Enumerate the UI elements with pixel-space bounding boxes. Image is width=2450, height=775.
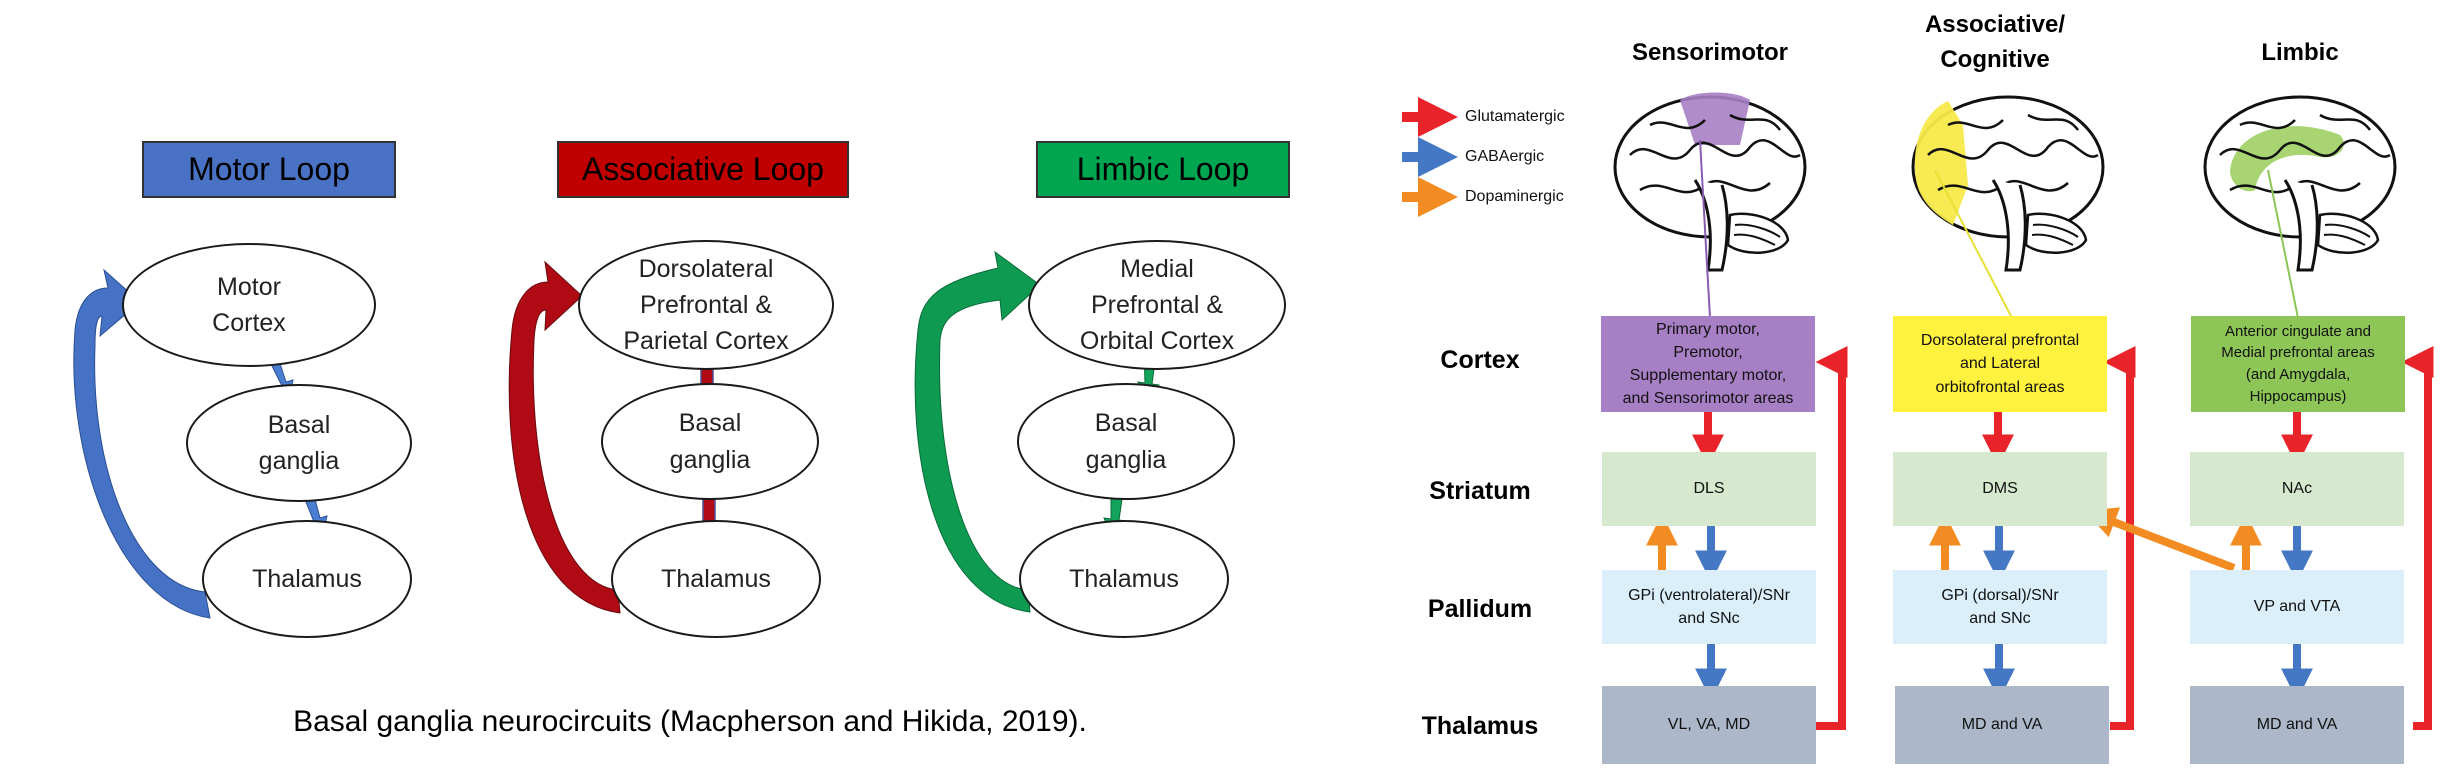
legend-arrows [1402, 97, 1458, 217]
sensorimotor-cortex-box: Primary motor, Premotor, Supplementary m… [1601, 316, 1815, 412]
limbic-striatum-box: NAc [2190, 452, 2404, 526]
sensorimotor-thalamus-box: VL, VA, MD [1602, 686, 1816, 764]
brain-limbic-icon [2203, 95, 2397, 272]
associative-pallidum-box: GPi (dorsal)/SNr and SNc [1893, 570, 2107, 644]
limbic-thalamus-node: Thalamus [1019, 520, 1229, 638]
motor-loop-feedback-arrow [73, 268, 211, 619]
sensorimotor-striatum-box: DLS [1602, 452, 1816, 526]
brain-sensorimotor-icon [1613, 92, 1807, 272]
row-label-striatum: Striatum [1429, 477, 1531, 505]
motor-thalamus-node: Thalamus [202, 520, 412, 638]
associative-thalamus-box: MD and VA [1895, 686, 2109, 764]
row-label-cortex: Cortex [1440, 346, 1520, 374]
motor-cortex-node: Motor Cortex [122, 243, 376, 367]
associative-cortex-node: Dorsolateral Prefrontal & Parietal Corte… [578, 240, 834, 370]
pathway-arrows [1646, 346, 2434, 730]
row-label-pallidum: Pallidum [1427, 595, 1533, 623]
associative-loop-feedback-arrow [508, 260, 621, 614]
sensorimotor-connector-line [1699, 139, 1711, 319]
column-title-associative: Associative/ Cognitive [1924, 11, 2066, 73]
row-label-thalamus: Thalamus [1421, 712, 1539, 740]
limbic-loop-feedback-arrow [914, 250, 1041, 613]
sensorimotor-pallidum-box: GPi (ventrolateral)/SNr and SNc [1602, 570, 1816, 644]
legend-dopaminergic-label: Dopaminergic [1465, 188, 1564, 205]
associative-striatum-box: DMS [1893, 452, 2107, 526]
limbic-cortex-box: Anterior cingulate and Medial prefrontal… [2191, 316, 2405, 412]
limbic-connector-line [2267, 169, 2299, 319]
limbic-cortex-node: Medial Prefrontal & Orbital Cortex [1028, 240, 1286, 370]
limbic-loop-title: Limbic Loop [1036, 141, 1290, 198]
brain-associative-icon [1911, 95, 2105, 272]
legend-gabaergic-label: GABAergic [1465, 148, 1545, 165]
associative-basal-ganglia-node: Basal ganglia [601, 383, 819, 500]
associative-loop-title: Associative Loop [557, 141, 849, 198]
figure-caption: Basal ganglia neurocircuits (Macpherson … [293, 705, 1087, 738]
column-title-limbic: Limbic [2261, 39, 2339, 66]
motor-basal-ganglia-node: Basal ganglia [186, 384, 412, 502]
limbic-pallidum-box: VP and VTA [2190, 570, 2404, 644]
associative-thalamus-node: Thalamus [611, 520, 821, 638]
motor-loop-title: Motor Loop [142, 141, 396, 198]
associative-connector-line [1934, 169, 2013, 319]
limbic-thalamus-box: MD and VA [2190, 686, 2404, 764]
column-title-sensorimotor: Sensorimotor [1631, 39, 1789, 66]
limbic-basal-ganglia-node: Basal ganglia [1017, 383, 1235, 500]
associative-cortex-box: Dorsolateral prefrontal and Lateral orbi… [1893, 316, 2107, 412]
legend-glutamatergic-label: Glutamatergic [1465, 108, 1565, 125]
